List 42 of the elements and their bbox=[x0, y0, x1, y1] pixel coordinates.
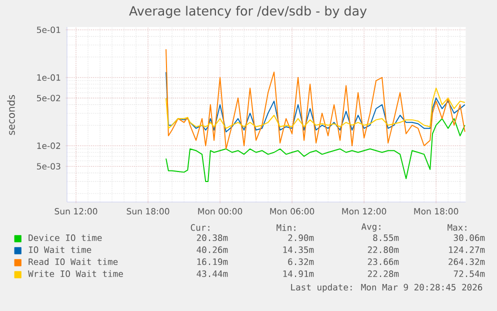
legend-label: Device IO time bbox=[28, 234, 102, 242]
text: 14.91m bbox=[283, 270, 314, 278]
text: 264.32m bbox=[448, 258, 485, 266]
text: Max: bbox=[448, 224, 466, 231]
line-series bbox=[166, 118, 466, 182]
text: 23.66m bbox=[368, 258, 399, 266]
x-tick-label: Mon 06:00 bbox=[270, 208, 314, 214]
text: Min: bbox=[276, 224, 296, 231]
text: 20.38m bbox=[196, 234, 228, 242]
x-tick-label: Sun 18:00 bbox=[126, 208, 170, 214]
text: 30.06m bbox=[454, 234, 485, 242]
text: 16.19m bbox=[197, 258, 228, 266]
x-tick-label: Sun 12:00 bbox=[54, 208, 98, 214]
text: Avg: bbox=[361, 223, 380, 232]
text: 43.44m bbox=[196, 270, 228, 278]
text: 22.80m bbox=[368, 246, 399, 254]
legend-label: Write IO Wait time bbox=[28, 270, 123, 278]
text: 2.90m bbox=[288, 234, 314, 242]
chart-title: Average latency for /dev/sdb - by day bbox=[129, 6, 367, 18]
x-tick-label: Mon 18:00 bbox=[414, 208, 458, 214]
legend-label: Read IO Wait time bbox=[28, 258, 118, 266]
line-series bbox=[166, 48, 466, 150]
text: Cur: bbox=[190, 224, 210, 231]
y-tick-label: 1e-01 bbox=[37, 74, 60, 81]
text: Last update: Mon Mar 9 20:28:45 2026 bbox=[291, 284, 482, 292]
text: 8.55m bbox=[373, 234, 399, 242]
line-series bbox=[166, 88, 466, 129]
line-series bbox=[166, 72, 466, 132]
text: 14.35m bbox=[283, 246, 314, 254]
y-tick-label: 5e-01 bbox=[37, 26, 60, 34]
y-axis-title: seconds bbox=[7, 95, 15, 135]
legend-label: IO Wait time bbox=[28, 246, 92, 254]
text: 72.54m bbox=[454, 270, 485, 278]
x-tick-label: Mon 12:00 bbox=[342, 208, 386, 214]
y-tick-label: 1e-02 bbox=[37, 142, 60, 149]
y-tick-label: 5e-02 bbox=[37, 94, 60, 102]
text: 22.28m bbox=[368, 270, 399, 278]
y-tick-label: 5e-03 bbox=[37, 163, 60, 170]
text: 6.32m bbox=[288, 258, 314, 266]
x-tick-label: Mon 00:00 bbox=[198, 208, 242, 214]
text: 124.27m bbox=[449, 246, 485, 253]
text: 40.26m bbox=[196, 246, 228, 254]
